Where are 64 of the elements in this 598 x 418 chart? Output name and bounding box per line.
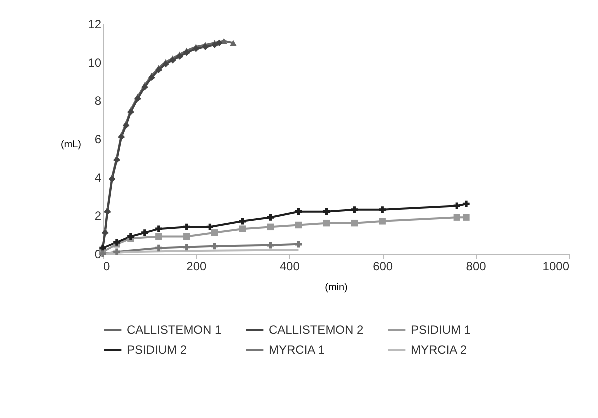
x-tick-label: 800 — [466, 260, 487, 274]
point — [267, 224, 274, 231]
point — [156, 244, 162, 252]
point — [102, 230, 109, 236]
point — [239, 218, 246, 225]
x-tick-label: 200 — [186, 260, 208, 274]
y-axis-title: (mL) — [60, 140, 82, 150]
y-tick-label: 6 — [94, 132, 102, 146]
point — [156, 226, 162, 232]
point — [379, 218, 386, 225]
point — [211, 230, 218, 236]
point — [267, 242, 274, 249]
point — [230, 40, 237, 46]
legend-label: CALLISTEMON 1 — [127, 323, 222, 337]
point — [323, 208, 330, 216]
legend-label: PSIDIUM 1 — [411, 323, 472, 337]
y-tick-label: 10 — [88, 56, 102, 70]
point — [351, 206, 358, 214]
y-tick-label: 8 — [94, 94, 102, 108]
legend-label: CALLISTEMON 2 — [269, 323, 364, 337]
point — [108, 176, 116, 183]
point — [206, 224, 214, 231]
x-tick-label: 0 — [104, 260, 110, 274]
point — [156, 233, 162, 240]
point — [104, 208, 112, 216]
point — [184, 49, 190, 56]
point — [295, 208, 302, 216]
point — [184, 224, 190, 231]
x-tick-label: 1000 — [542, 260, 570, 274]
point — [323, 220, 330, 227]
point — [267, 214, 274, 221]
y-tick-label: 2 — [94, 209, 102, 224]
point — [202, 44, 209, 50]
legend-label: MYRCIA 1 — [269, 343, 326, 357]
x-tick-label: 600 — [373, 260, 394, 274]
point — [463, 214, 470, 221]
point — [216, 40, 223, 47]
point — [239, 226, 246, 232]
point — [142, 84, 148, 91]
point — [184, 233, 190, 240]
point — [142, 230, 148, 236]
point — [128, 108, 134, 116]
y-tick-label: 4 — [94, 170, 102, 185]
point — [114, 248, 120, 256]
point — [454, 202, 461, 210]
point — [454, 214, 461, 221]
point — [148, 74, 156, 82]
x-axis-title: (min) — [325, 282, 348, 294]
x-tick-label: 400 — [280, 260, 300, 274]
point — [295, 241, 302, 248]
point — [295, 222, 302, 229]
point — [379, 206, 386, 214]
point — [134, 95, 142, 102]
point — [184, 244, 190, 251]
point — [162, 60, 170, 68]
point — [156, 66, 162, 74]
point — [351, 220, 358, 227]
point — [211, 242, 218, 250]
y-tick-label: 12 — [88, 18, 102, 32]
legend-label: MYRCIA 2 — [411, 343, 468, 357]
point — [192, 46, 200, 52]
point — [170, 57, 176, 64]
legend-label: PSIDIUM 2 — [127, 343, 188, 357]
point — [463, 200, 470, 208]
